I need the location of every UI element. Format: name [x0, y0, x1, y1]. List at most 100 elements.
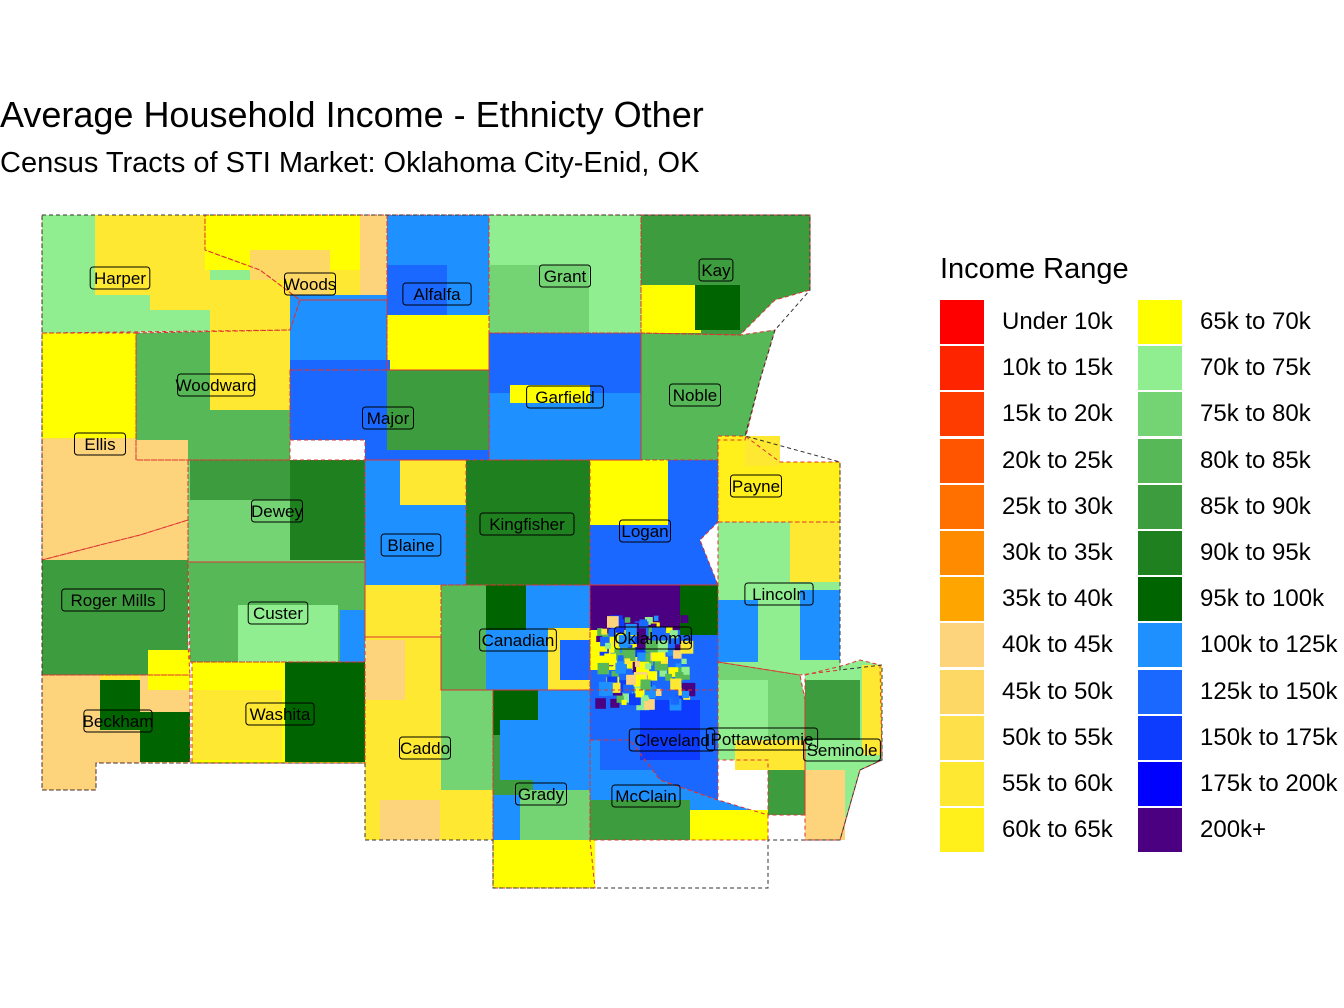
tract-patch: [690, 810, 768, 840]
metro-tract: [611, 670, 619, 678]
metro-tract: [637, 652, 646, 661]
county-border: [187, 459, 366, 563]
metro-tract: [668, 667, 679, 678]
metro-tract: [604, 653, 617, 666]
county-label: Lincoln: [752, 585, 806, 604]
county-label: Grady: [518, 785, 565, 804]
legend-item: 85k to 90k: [1138, 484, 1344, 529]
county-label: Kay: [701, 261, 731, 280]
tract-patch: [387, 315, 489, 370]
county-label-box: [611, 784, 681, 808]
legend-item: 200k+: [1138, 808, 1344, 853]
tract-patch: [668, 462, 718, 522]
legend-item: 25k to 30k: [940, 484, 1150, 529]
tract-patch: [805, 680, 860, 740]
metro-tract: [650, 623, 657, 630]
legend-label: 125k to 150k: [1200, 677, 1338, 705]
tract-patch: [493, 840, 595, 888]
metro-tract: [626, 674, 637, 685]
tract-patch: [387, 265, 447, 315]
metro-tract: [634, 661, 641, 667]
metro-tract: [640, 679, 651, 690]
county-label-box: [83, 709, 153, 733]
tract-patch: [768, 770, 805, 815]
legend-item: 10k to 15k: [940, 346, 1150, 391]
county-label: Oklahoma: [614, 629, 692, 648]
tract-patch: [805, 770, 845, 840]
metro-tract: [595, 656, 605, 666]
county-label: Woodward: [176, 376, 257, 395]
metro-tract: [670, 678, 682, 690]
tract-patch: [380, 800, 440, 840]
legend-label: 40k to 45k: [1002, 631, 1113, 659]
county-label-box: [730, 474, 782, 498]
legend-item: 65k to 70k: [1138, 300, 1344, 344]
metro-tract: [624, 617, 631, 623]
legend-swatch: [1138, 669, 1182, 714]
legend-label: 65k to 70k: [1200, 308, 1311, 335]
metro-tract: [680, 615, 689, 623]
legend-item: 95k to 100k: [1138, 577, 1344, 622]
county-label-box: [628, 728, 716, 752]
tract-patch: [365, 585, 441, 637]
legend-item: 55k to 60k: [940, 762, 1150, 806]
legend-label: 55k to 60k: [1002, 770, 1113, 797]
legend-swatch: [940, 623, 984, 668]
legend-label: 95k to 100k: [1200, 585, 1325, 613]
county-label: Garfield: [535, 388, 595, 407]
legend-swatch: [940, 438, 984, 483]
metro-tract: [681, 658, 687, 664]
legend-item: 45k to 50k: [940, 669, 1150, 714]
tract-patch: [500, 720, 570, 780]
county-border: [135, 299, 388, 461]
metro-tract: [614, 648, 626, 660]
metro-tract: [616, 690, 626, 700]
legend-swatch: [940, 392, 984, 437]
legend-swatch: [1138, 484, 1182, 529]
county-label-box: [614, 626, 692, 650]
legend-swatch: [1138, 392, 1182, 437]
market-outline: [41, 214, 883, 889]
metro-tract: [666, 626, 673, 634]
county-label: Beckham: [83, 712, 154, 731]
tract-patch: [42, 440, 188, 560]
tract-patch: [718, 600, 758, 662]
county-label: Ellis: [84, 435, 115, 454]
legend-item: 40k to 45k: [940, 623, 1150, 668]
metro-tract: [669, 630, 678, 639]
metro-tract: [605, 642, 611, 649]
county-noble: [641, 330, 775, 460]
tract-patch: [695, 285, 740, 330]
legend-label: 35k to 40k: [1002, 585, 1113, 613]
metro-tract: [635, 688, 645, 698]
county-label: Caddo: [400, 739, 450, 758]
metro-tract: [629, 693, 641, 706]
legend-item: 90k to 95k: [1138, 531, 1344, 575]
tract-patch: [140, 712, 190, 762]
metro-tract: [680, 640, 694, 654]
legend-item: 100k to 125k: [1138, 623, 1344, 668]
legend-item: 75k to 80k: [1138, 392, 1344, 437]
metro-tract: [623, 684, 633, 694]
metro-tract: [607, 634, 617, 644]
county-label: Grant: [544, 267, 587, 286]
metro-tract: [626, 644, 633, 651]
county-label: Custer: [253, 604, 303, 623]
legend-swatch: [1138, 623, 1182, 668]
tract-patch: [387, 370, 489, 450]
metro-tract: [615, 663, 626, 674]
legend-label: 70k to 75k: [1200, 354, 1311, 382]
county-border: [717, 521, 841, 676]
legend-label: 75k to 80k: [1200, 400, 1311, 428]
legend-swatch: [1138, 808, 1182, 853]
legend-label: 80k to 85k: [1200, 446, 1311, 474]
metro-tract: [617, 655, 624, 662]
county-label: Blaine: [387, 536, 434, 555]
metro-tract: [681, 666, 690, 675]
legend-item: 60k to 65k: [940, 808, 1150, 853]
tract-patch: [590, 460, 668, 525]
tract-patch: [400, 460, 466, 505]
metro-tract: [622, 692, 633, 703]
tract-patch: [340, 610, 365, 662]
tract-patch: [100, 680, 140, 730]
